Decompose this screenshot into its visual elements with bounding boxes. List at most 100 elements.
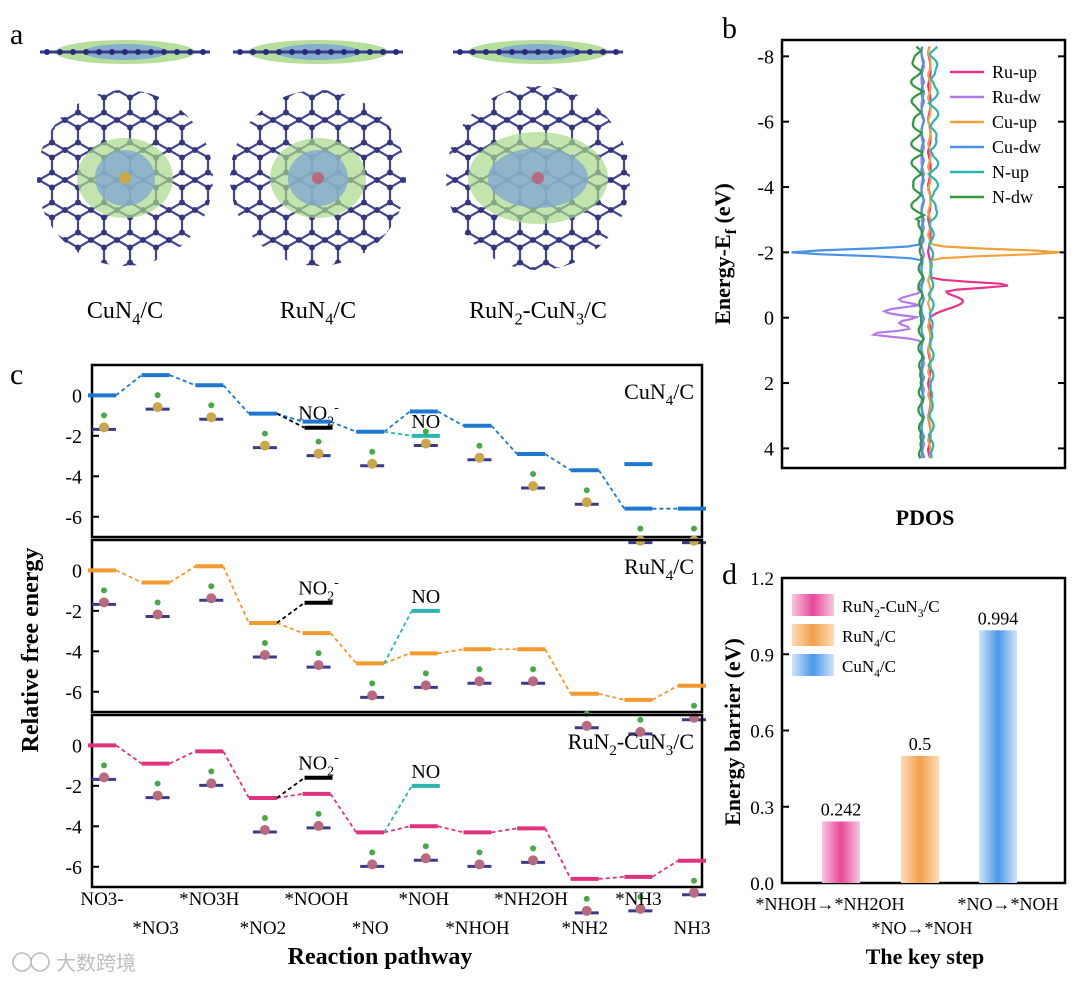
fe-connector <box>544 648 572 695</box>
barrier-legend-label-2-label: CuN <box>842 657 874 676</box>
side-atom <box>354 49 360 55</box>
side-atom <box>148 49 154 55</box>
barrier-category-2: *NO→*NOH <box>958 894 1059 914</box>
glyph-ads <box>154 599 161 606</box>
glyph-metal <box>367 859 378 870</box>
side-atom <box>328 49 334 55</box>
glyph-ads <box>637 893 644 900</box>
glyph-metal <box>635 726 646 737</box>
glyph-ads <box>476 442 483 449</box>
glyph-metal <box>420 438 431 449</box>
fe-tick-label: -2 <box>65 426 82 448</box>
pdos-legend-label-5: N-dw <box>992 187 1033 207</box>
subplot-title-2-sub: 2 <box>609 743 616 759</box>
glyph-ads <box>422 428 429 435</box>
side-atom <box>44 49 50 55</box>
fe-connector <box>276 793 303 799</box>
glyph-metal <box>420 680 431 691</box>
subplot-title-2: RuN2-CuN3/C <box>568 729 694 759</box>
glyph-metal <box>206 593 217 604</box>
structure-label-2: RuN2-CuN3/C <box>469 298 607 329</box>
panel-letter-b: b <box>722 12 737 45</box>
glyph-ads <box>476 666 483 673</box>
glyph-ads <box>583 487 590 494</box>
fe-tick-label: -4 <box>65 466 82 488</box>
side-atom <box>276 49 282 55</box>
glyph-metal <box>152 609 163 620</box>
pdos-curve-cu-up <box>926 46 1060 459</box>
glyph-ads <box>691 525 697 532</box>
fe-tick-label: -2 <box>65 601 82 623</box>
glyph-ads <box>530 471 537 478</box>
subplot-title-2-tail2: /C <box>673 729 694 754</box>
side-atom <box>535 49 541 55</box>
panel-b-pdos: -8 -6 -4 -2 0 2 4 Ru-up Ru-dw Cu-up Cu-dw N-up N-dw… <box>710 38 1067 530</box>
barrier-legend-swatch-1 <box>792 624 834 646</box>
side-atom <box>587 49 593 55</box>
subplot-title-1-tail: /C <box>673 554 694 579</box>
barrier-x-label: The key step <box>866 944 985 969</box>
barrier-value-label-1: 0.5 <box>909 734 932 754</box>
fe-branch-label-charge: - <box>334 401 339 416</box>
fe-connector <box>115 569 143 584</box>
glyph-metal <box>99 422 109 433</box>
fe-connector <box>598 692 625 701</box>
fe-branch-label-0: NO2- <box>298 401 339 430</box>
free-energy-y-label: Relative free energy <box>18 548 44 753</box>
glyph-metal <box>152 790 163 801</box>
barrier-y-label: Energy barrier (eV) <box>720 638 745 826</box>
side-atom <box>289 49 295 55</box>
glyph-metal <box>474 859 485 870</box>
pdos-curve-ru-up <box>926 46 1009 459</box>
barrier-legend-swatch-2 <box>792 654 834 676</box>
fe-branch-label-1: NO <box>411 761 440 783</box>
pdos-y-label-main: Energy-E <box>710 234 735 324</box>
fe-connector <box>169 374 196 387</box>
fe-branch-label-text: NO <box>298 403 327 425</box>
glyph-metal <box>474 452 485 463</box>
barrier-value-label-0: 0.242 <box>821 799 862 819</box>
glyph-metal <box>528 855 539 866</box>
glyph-ads <box>369 680 376 687</box>
glyph-ads <box>208 768 215 775</box>
category-bottom-1: *NO3H <box>179 889 239 910</box>
glyph-ads <box>476 849 483 856</box>
category-top-2: *NO <box>352 918 389 939</box>
adsorbate-glyph <box>413 428 438 449</box>
fe-tick-label: -2 <box>65 776 82 798</box>
glyph-metal <box>259 824 270 835</box>
glyph-ads <box>637 716 644 723</box>
fe-connector <box>437 410 464 427</box>
structure-label-2-sub2: 3 <box>576 310 584 329</box>
glyph-ads <box>261 430 268 437</box>
category-top-5: NH3 <box>674 918 711 939</box>
glyph-ads <box>369 849 376 856</box>
fe-connector <box>490 425 518 455</box>
adsorbate-glyph <box>682 877 706 898</box>
structure-label-1-label: RuN <box>280 298 325 324</box>
side-atom <box>57 49 63 55</box>
pdos-y-label-unit: (eV) <box>710 183 735 229</box>
side-atom <box>135 49 141 55</box>
barrier-legend-label-0-sub2: 3 <box>918 607 924 620</box>
glyph-ads <box>369 448 376 455</box>
fe-connector <box>383 825 411 834</box>
adsorbate-glyph <box>628 716 653 737</box>
glyph-ads <box>101 762 107 769</box>
category-top-4: *NH2 <box>562 918 608 939</box>
fe-connector <box>651 859 679 878</box>
side-atom <box>174 49 180 55</box>
side-atom <box>380 49 386 55</box>
glyph-ads <box>208 402 215 409</box>
barrier-legend-label-1-tail: /C <box>880 627 896 646</box>
structure-label-1: RuN4/C <box>280 298 356 329</box>
barrier-y-ticks: 0.0 0.3 0.6 0.9 1.2 <box>750 569 789 895</box>
fe-connector <box>276 412 303 423</box>
fe-branch-connector <box>383 610 413 664</box>
fe-branch-label-text: NO <box>298 753 327 775</box>
category-bottom-0: NO3- <box>80 889 123 910</box>
adsorbate-glyph <box>360 680 385 701</box>
barrier-legend-label-2: CuN4/C <box>842 657 896 680</box>
